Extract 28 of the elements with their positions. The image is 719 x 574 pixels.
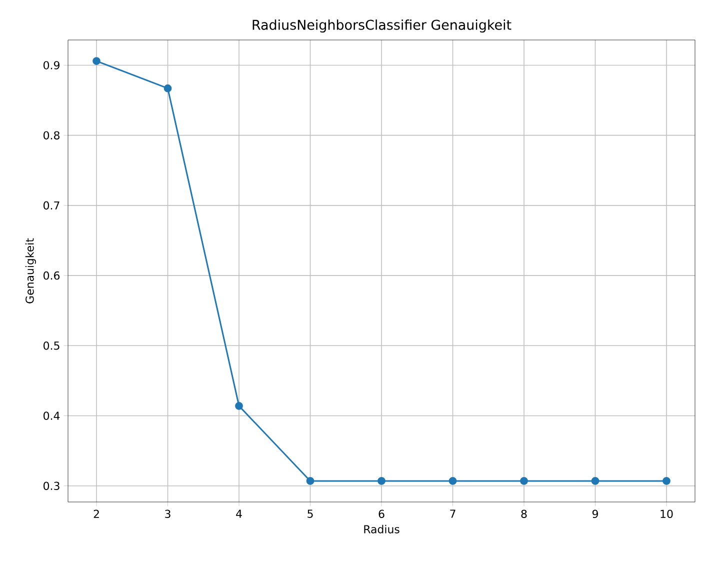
y-tick-label: 0.3 xyxy=(44,482,60,490)
x-tick-label: 2 xyxy=(94,510,99,518)
point xyxy=(235,402,243,410)
point xyxy=(164,84,172,92)
point xyxy=(662,477,670,485)
y-tick-label: 0.5 xyxy=(44,342,60,350)
y-axis-title: Genauigkeit xyxy=(25,238,36,304)
x-axis-title: Radius xyxy=(364,524,400,534)
point xyxy=(92,57,100,65)
y-tick-label: 0.6 xyxy=(44,271,60,280)
x-tick-label: 3 xyxy=(165,510,170,518)
point xyxy=(378,477,386,485)
point xyxy=(520,477,528,485)
x-tick-label: 7 xyxy=(450,510,456,518)
y-tick-label: 0.4 xyxy=(44,412,60,420)
y-tick-label: 0.9 xyxy=(44,61,60,70)
y-tick-label: 0.7 xyxy=(44,201,60,210)
x-tick-label: 9 xyxy=(592,510,598,518)
x-tick-label: 8 xyxy=(521,510,527,518)
x-tick-label: 5 xyxy=(308,510,313,518)
y-tick-label: 0.8 xyxy=(44,131,60,140)
x-tick-label: 6 xyxy=(378,510,384,518)
chart-title: RadiusNeighborsClassifier Genauigkeit xyxy=(252,19,512,32)
point xyxy=(448,477,457,485)
x-tick-label: 10 xyxy=(660,510,673,518)
point xyxy=(306,477,314,485)
x-tick-label: 4 xyxy=(236,510,242,518)
point xyxy=(591,477,600,485)
